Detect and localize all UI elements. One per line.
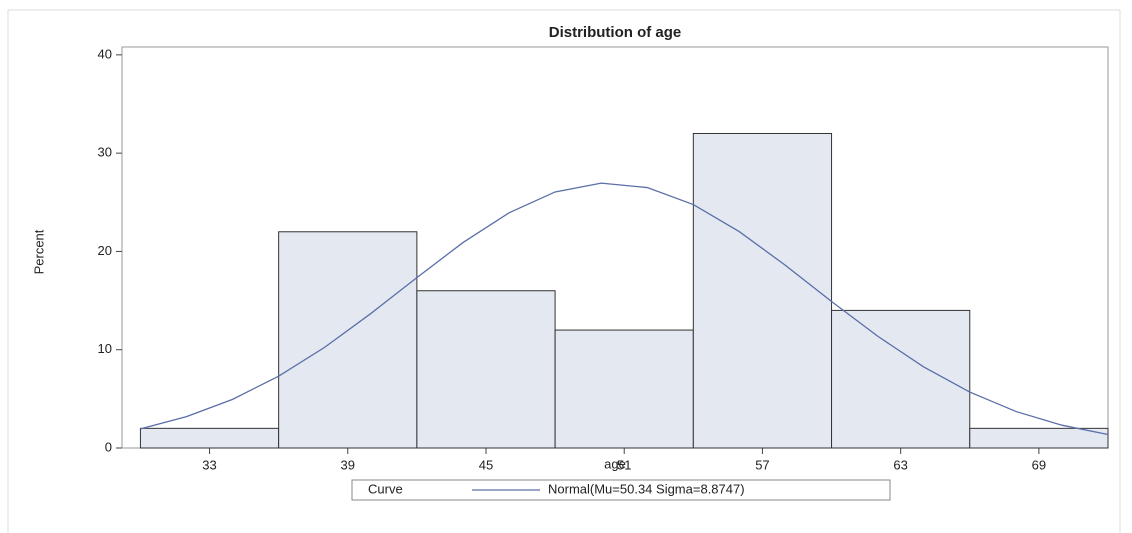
x-tick-label: 69	[1032, 457, 1046, 472]
x-tick-label: 39	[341, 457, 355, 472]
y-tick-label: 20	[98, 243, 112, 258]
y-tick-label: 30	[98, 145, 112, 160]
histogram-bar	[139, 427, 280, 449]
legend-label: Normal(Mu=50.34 Sigma=8.8747)	[548, 481, 745, 496]
y-axis-label: Percent	[31, 229, 46, 274]
x-tick-label: 33	[202, 457, 216, 472]
y-tick-label: 40	[98, 46, 112, 61]
x-tick-label: 51	[617, 457, 631, 472]
x-tick-label: 45	[479, 457, 493, 472]
histogram-bar	[278, 231, 418, 449]
legend-box	[351, 479, 891, 501]
histogram-bar	[692, 132, 833, 449]
legend-title: Curve	[368, 481, 403, 496]
histogram-bar	[416, 290, 556, 449]
histogram-bar	[969, 427, 1109, 449]
y-tick-label: 10	[98, 341, 112, 356]
chart-title: Distribution of age	[549, 24, 682, 41]
histogram-bar	[554, 329, 694, 449]
histogram-bar	[831, 309, 971, 449]
x-axis-label: age	[604, 456, 626, 471]
x-tick-label: 63	[893, 457, 907, 472]
x-tick-label: 57	[755, 457, 769, 472]
normal-curve	[140, 182, 1109, 436]
y-tick-label: 0	[105, 439, 112, 454]
